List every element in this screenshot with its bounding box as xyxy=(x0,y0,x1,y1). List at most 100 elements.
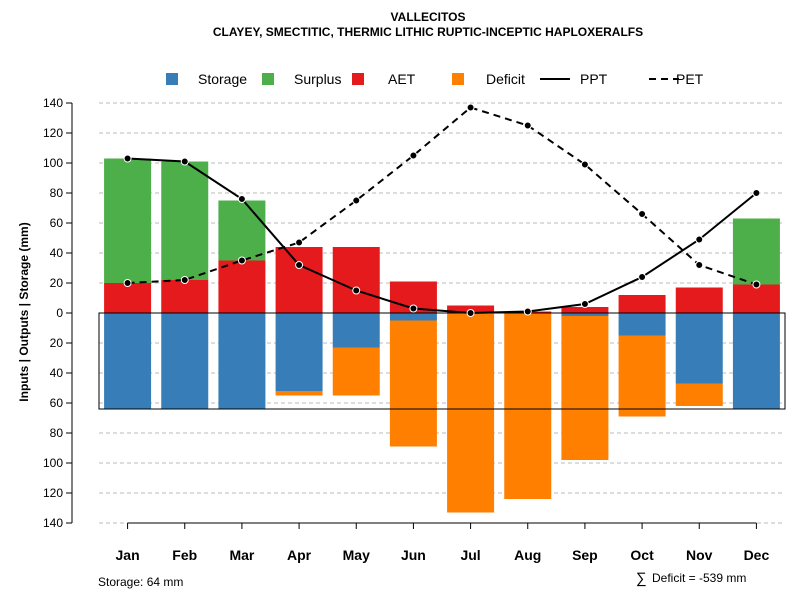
y-tick-label: 100 xyxy=(43,456,63,470)
pet-point xyxy=(409,151,418,160)
y-tick-label: 20 xyxy=(50,336,64,350)
storage-bar xyxy=(732,313,780,409)
deficit-bar xyxy=(618,335,666,417)
pet-point xyxy=(638,210,647,218)
ppt-point xyxy=(295,261,304,269)
y-tick-label: 0 xyxy=(56,306,63,320)
pet-point xyxy=(123,279,132,287)
x-tick-label: Jun xyxy=(401,547,426,563)
deficit-bar xyxy=(389,320,437,447)
surplus-bar xyxy=(218,200,266,261)
x-tick-label: Aug xyxy=(514,547,541,563)
x-tick-label: Dec xyxy=(744,547,770,563)
chart-title: VALLECITOS xyxy=(391,10,466,24)
deficit-footnote: Deficit = -539 mm xyxy=(652,571,746,585)
x-axis: Jan Feb Mar Apr May Jun Jul Aug Sep Oct Nov Dec xyxy=(116,522,770,563)
y-tick-label: 20 xyxy=(50,276,64,290)
y-axis: 140 120 100 80 60 40 20 0 20 40 60 80 100 120 140 xyxy=(43,96,73,530)
storage-bar xyxy=(218,313,266,409)
ppt-point xyxy=(123,154,132,163)
aet-bar xyxy=(732,284,780,313)
legend-label-ppt: PPT xyxy=(580,71,608,87)
x-tick-label: May xyxy=(343,547,370,563)
storage-bar xyxy=(561,313,609,316)
aet-bar xyxy=(161,280,209,313)
pet-point xyxy=(466,103,475,112)
aet-bar xyxy=(275,247,323,313)
y-tick-label: 80 xyxy=(50,186,64,200)
overlay xyxy=(98,312,786,410)
aet-bar xyxy=(332,247,380,313)
lines xyxy=(123,103,761,317)
deficit-bar xyxy=(332,347,380,396)
legend-label-pet: PET xyxy=(676,71,704,87)
surplus-bar xyxy=(104,158,152,283)
ppt-point xyxy=(580,300,589,308)
deficit-bar xyxy=(675,383,723,406)
deficit-bar xyxy=(275,391,323,396)
storage-footnote: Storage: 64 mm xyxy=(98,575,183,589)
pet-point xyxy=(523,121,532,130)
y-tick-label: 140 xyxy=(43,96,63,110)
legend-label-surplus: Surplus xyxy=(294,71,341,87)
legend-label-storage: Storage xyxy=(198,71,247,87)
y-tick-label: 60 xyxy=(50,396,64,410)
x-tick-label: Sep xyxy=(572,547,598,563)
y-tick-label: 80 xyxy=(50,426,64,440)
x-tick-label: Apr xyxy=(287,547,312,563)
legend-swatch-surplus xyxy=(262,73,274,85)
x-tick-label: Feb xyxy=(172,547,197,563)
y-tick-label: 120 xyxy=(43,486,63,500)
y-tick-label: 40 xyxy=(50,246,64,260)
storage-bar xyxy=(104,313,152,409)
x-tick-label: Oct xyxy=(630,547,654,563)
ppt-point xyxy=(752,189,761,197)
legend: Storage Surplus AET Deficit PPT PET xyxy=(166,71,704,87)
x-tick-label: Jan xyxy=(116,547,140,563)
pet-line xyxy=(127,106,757,286)
surplus-bar xyxy=(732,218,780,285)
storage-bar xyxy=(332,313,380,348)
aet-bar xyxy=(618,295,666,313)
aet-bar xyxy=(218,260,266,313)
legend-swatch-deficit xyxy=(452,73,464,85)
pet-point xyxy=(237,256,246,265)
storage-bar xyxy=(618,313,666,336)
pet-point xyxy=(180,276,189,284)
deficit-bar xyxy=(504,313,552,499)
sigma-icon: ∑ xyxy=(636,570,647,587)
ppt-point xyxy=(523,307,532,316)
ppt-point xyxy=(237,195,246,203)
legend-swatch-storage xyxy=(166,73,178,85)
deficit-bar xyxy=(561,316,609,460)
storage-bar xyxy=(275,313,323,391)
legend-label-deficit: Deficit xyxy=(486,71,525,87)
pet-point xyxy=(295,238,304,247)
y-tick-label: 40 xyxy=(50,366,64,380)
aet-bar xyxy=(104,283,152,313)
ppt-line xyxy=(127,157,758,315)
y-axis-label: Inputs | Outputs | Storage (mm) xyxy=(17,222,31,401)
ppt-point xyxy=(180,157,189,166)
storage-bar xyxy=(161,313,209,409)
storage-bar xyxy=(675,313,723,384)
chart-subtitle: CLAYEY, SMECTITIC, THERMIC LITHIC RUPTIC… xyxy=(213,25,643,39)
aet-bar xyxy=(561,307,609,313)
ppt-point xyxy=(466,309,475,317)
y-tick-label: 100 xyxy=(43,156,63,170)
x-tick-label: Nov xyxy=(686,547,713,563)
legend-label-aet: AET xyxy=(388,71,416,87)
storage-capacity-box xyxy=(98,312,786,410)
bars xyxy=(104,158,780,513)
pet-point xyxy=(352,196,361,205)
ppt-point xyxy=(352,286,361,295)
aet-bar xyxy=(675,287,723,313)
x-tick-label: Mar xyxy=(229,547,254,563)
deficit-bar xyxy=(447,313,495,513)
y-tick-label: 120 xyxy=(43,126,63,140)
pet-point xyxy=(752,280,761,289)
y-tick-label: 60 xyxy=(50,216,64,230)
ppt-point xyxy=(695,235,704,244)
